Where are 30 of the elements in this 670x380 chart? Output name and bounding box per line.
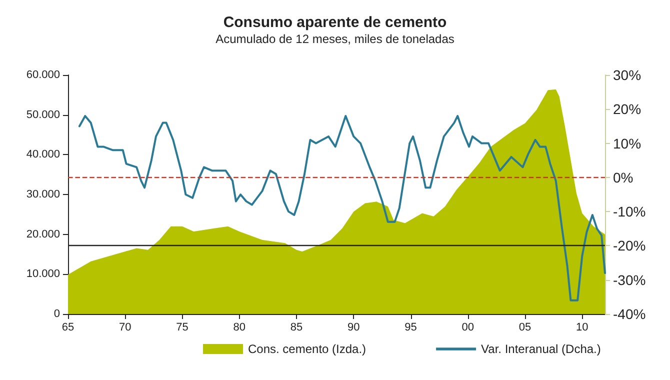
y2-tick-label: 0% [613, 169, 634, 186]
legend-label: Cons. cemento (Izda.) [248, 342, 366, 356]
y2-tick-label: -30% [613, 272, 646, 288]
y-tick-label: 30.000 [26, 188, 60, 200]
y2-tick-label: -40% [613, 306, 646, 322]
y-tick-label: 60.000 [26, 69, 60, 81]
y2-tick-label: -10% [613, 204, 646, 220]
y2-tick-label: -20% [613, 238, 646, 254]
x-tick-label: 80 [233, 322, 246, 334]
y-tick-label: 20.000 [26, 228, 60, 240]
y2-tick-label: 30% [613, 67, 642, 83]
x-tick-label: 10 [576, 322, 588, 334]
y-tick-label: 40.000 [26, 148, 60, 161]
y-tick-label: 50.000 [26, 108, 60, 121]
x-tick-label: 70 [119, 322, 132, 334]
y-tick-label: 0 [54, 308, 60, 320]
x-tick-label: 85 [290, 322, 303, 334]
chart-subtitle: Acumulado de 12 meses, miles de toneladas [216, 32, 454, 46]
y2-tick-label: 10% [613, 135, 642, 152]
y2-tick-label: 20% [613, 101, 642, 118]
x-tick-label: 00 [462, 322, 474, 334]
x-tick-label: 75 [176, 322, 188, 334]
x-tick-label: 65 [62, 322, 74, 334]
chart-title: Consumo aparente de cemento [223, 14, 447, 31]
x-tick-label: 95 [404, 322, 417, 334]
line-series [78, 114, 606, 302]
y-tick-label: 10.000 [26, 268, 60, 280]
legend-label: Var. Interanual (Dcha.) [481, 342, 601, 356]
x-tick-label: 90 [348, 322, 360, 334]
x-tick-label: 05 [518, 322, 532, 334]
